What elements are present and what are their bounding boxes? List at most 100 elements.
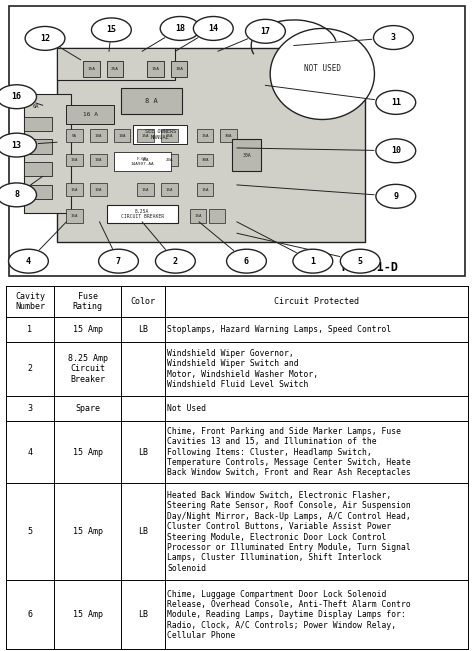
Text: 15A: 15A	[71, 214, 78, 218]
Text: 10A: 10A	[95, 134, 102, 138]
Text: 30A: 30A	[242, 152, 251, 158]
Bar	[171, 61, 187, 77]
Bar	[121, 88, 182, 114]
Circle shape	[227, 249, 266, 273]
Text: 5A: 5A	[72, 134, 77, 138]
Text: LB: LB	[138, 527, 148, 536]
Circle shape	[0, 133, 36, 157]
Text: 6: 6	[244, 256, 249, 266]
Bar	[24, 94, 71, 214]
Circle shape	[0, 183, 36, 207]
Circle shape	[376, 90, 416, 115]
Text: 7: 7	[116, 256, 121, 266]
Circle shape	[246, 20, 285, 43]
Text: 15A: 15A	[166, 188, 173, 192]
Circle shape	[340, 249, 380, 273]
Text: 15 Amp: 15 Amp	[73, 611, 103, 619]
Text: Circuit Protected: Circuit Protected	[274, 298, 359, 306]
Text: 15 Amp: 15 Amp	[73, 325, 103, 334]
Text: Windshield Wiper Governor,
Windshield Wiper Switch and
Motor, Windshield Washer : Windshield Wiper Governor, Windshield Wi…	[167, 349, 319, 389]
Bar	[190, 209, 206, 223]
Text: 8.25 Amp
Circuit
Breaker: 8.25 Amp Circuit Breaker	[68, 354, 108, 384]
Text: K11631-D: K11631-D	[341, 261, 398, 274]
Bar	[133, 125, 187, 144]
Text: 12: 12	[40, 34, 50, 43]
Text: 16 A: 16 A	[82, 112, 98, 117]
Bar	[66, 154, 83, 167]
Bar	[24, 117, 52, 131]
Text: SEE OWNERS
MANUAL: SEE OWNERS MANUAL	[145, 129, 176, 140]
Text: 8 A: 8 A	[146, 98, 158, 104]
Bar	[197, 130, 213, 143]
Circle shape	[160, 16, 200, 40]
Bar	[57, 48, 365, 242]
Text: Not Used: Not Used	[167, 404, 206, 413]
Circle shape	[91, 18, 131, 42]
Bar	[161, 130, 178, 143]
Bar	[137, 154, 154, 167]
Bar	[66, 184, 83, 197]
Circle shape	[155, 249, 195, 273]
Text: 3: 3	[27, 404, 33, 413]
Bar	[137, 130, 154, 143]
Text: 15A: 15A	[71, 158, 78, 162]
Text: 13: 13	[11, 141, 22, 150]
Circle shape	[293, 249, 333, 273]
Text: 30A: 30A	[225, 134, 232, 138]
Text: 15A: 15A	[71, 188, 78, 192]
Text: 6: 6	[27, 611, 33, 619]
Bar	[66, 209, 83, 223]
Bar	[57, 48, 175, 79]
Text: Fuse
Rating: Fuse Rating	[73, 292, 103, 311]
Circle shape	[25, 27, 65, 50]
Text: 15A: 15A	[142, 158, 149, 162]
Text: 15A: 15A	[142, 188, 149, 192]
Text: 8: 8	[14, 190, 19, 199]
Text: Chime, Front Parking and Side Marker Lamps, Fuse
Cavities 13 and 15, and Illumin: Chime, Front Parking and Side Marker Lam…	[167, 427, 411, 477]
Text: 15: 15	[106, 25, 117, 35]
Text: 15A: 15A	[142, 134, 149, 138]
Bar	[90, 154, 107, 167]
Bar	[66, 130, 83, 143]
Circle shape	[0, 85, 36, 109]
Bar	[90, 130, 107, 143]
Text: 15A: 15A	[151, 67, 159, 71]
Text: 10A: 10A	[95, 158, 102, 162]
Text: LB: LB	[138, 448, 148, 456]
Text: F-GB
14A907-AA: F-GB 14A907-AA	[130, 158, 154, 166]
Text: 10A: 10A	[95, 188, 102, 192]
Text: 10A: 10A	[118, 134, 126, 138]
Text: 2: 2	[173, 256, 178, 266]
Text: Color: Color	[131, 298, 156, 306]
Text: 10A: 10A	[175, 67, 183, 71]
Circle shape	[99, 249, 138, 273]
Text: 30A: 30A	[201, 158, 209, 162]
Text: 9: 9	[393, 192, 398, 201]
Bar	[147, 61, 164, 77]
Ellipse shape	[270, 29, 374, 120]
Text: 15A: 15A	[166, 134, 173, 138]
Bar	[197, 154, 213, 167]
Bar	[161, 184, 178, 197]
Circle shape	[376, 139, 416, 163]
Text: 4: 4	[27, 448, 33, 456]
Bar	[83, 61, 100, 77]
Text: 25A: 25A	[111, 67, 119, 71]
Text: 5: 5	[358, 256, 363, 266]
Bar	[90, 184, 107, 197]
Text: Stoplamps, Hazard Warning Lamps, Speed Control: Stoplamps, Hazard Warning Lamps, Speed C…	[167, 325, 392, 334]
Circle shape	[9, 249, 48, 273]
Text: 3: 3	[391, 33, 396, 42]
Bar	[137, 184, 154, 197]
Text: 18: 18	[175, 24, 185, 33]
Text: 15A: 15A	[201, 134, 209, 138]
Bar	[232, 139, 261, 171]
Text: 5: 5	[27, 527, 33, 536]
Text: 20A: 20A	[166, 158, 173, 162]
Circle shape	[376, 184, 416, 208]
Text: 15 Amp: 15 Amp	[73, 527, 103, 536]
Bar	[114, 130, 130, 143]
Text: 15A: 15A	[87, 67, 95, 71]
Text: 14: 14	[208, 24, 219, 33]
Circle shape	[193, 16, 233, 40]
